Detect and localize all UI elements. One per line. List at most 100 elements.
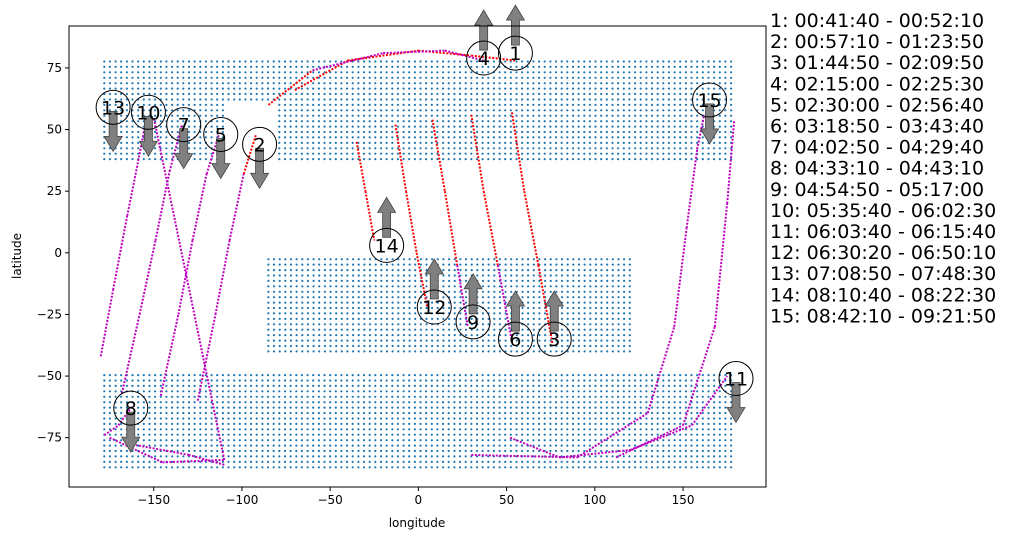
coverage-dot — [577, 411, 580, 415]
coverage-dot — [385, 76, 388, 79]
coverage-dot — [204, 65, 207, 68]
coverage-dot — [639, 103, 642, 106]
coverage-dot — [498, 130, 501, 134]
coverage-dot — [605, 109, 608, 112]
coverage-dot — [493, 279, 496, 282]
coverage-dot — [340, 147, 343, 150]
coverage-dot — [402, 285, 405, 288]
coverage-dot — [622, 130, 625, 134]
coverage-dot — [588, 152, 592, 155]
coverage-dot — [137, 103, 140, 106]
coverage-dot — [447, 428, 450, 431]
coverage-dot — [295, 312, 298, 315]
coverage-dot — [538, 460, 541, 463]
coverage-dot — [583, 317, 586, 320]
coverage-dot — [289, 136, 292, 139]
coverage-dot — [458, 141, 462, 144]
coverage-dot — [182, 60, 185, 63]
coverage-dot — [583, 285, 586, 288]
coverage-dot — [396, 411, 399, 415]
coverage-dot — [335, 344, 338, 348]
coverage-dot — [187, 120, 191, 123]
coverage-dot — [300, 82, 303, 85]
coverage-dot — [701, 158, 704, 161]
coverage-dot — [476, 323, 479, 326]
coverage-dot — [323, 136, 326, 139]
coverage-dot — [628, 279, 631, 282]
coverage-dot — [306, 152, 309, 155]
coverage-dot — [464, 109, 467, 112]
coverage-dot — [442, 344, 445, 348]
coverage-dot — [594, 71, 597, 74]
coverage-dot — [707, 460, 710, 463]
coverage-dot — [413, 417, 416, 420]
coverage-dot — [650, 428, 654, 431]
coverage-dot — [335, 350, 338, 353]
coverage-dot — [148, 422, 151, 425]
coverage-dot — [329, 258, 332, 261]
coverage-dot — [346, 76, 349, 79]
coverage-dot — [379, 455, 383, 458]
coverage-dot — [617, 296, 620, 299]
coverage-dot — [521, 274, 524, 277]
coverage-dot — [238, 384, 241, 387]
coverage-dot — [628, 395, 631, 398]
coverage-dot — [199, 411, 202, 415]
coverage-dot — [266, 406, 270, 409]
coverage-dot — [577, 449, 580, 453]
coverage-dot — [142, 152, 145, 155]
coverage-dot — [577, 98, 580, 101]
coverage-dot — [628, 92, 631, 96]
coverage-dot — [131, 401, 134, 404]
coverage-dot — [594, 449, 597, 453]
coverage-dot — [120, 82, 123, 85]
coverage-dot — [453, 87, 456, 90]
coverage-dot — [611, 317, 614, 320]
coverage-dot — [532, 120, 535, 123]
coverage-dot — [453, 417, 456, 420]
coverage-dot — [261, 433, 264, 436]
coverage-dot — [538, 439, 541, 442]
coverage-dot — [458, 76, 462, 79]
coverage-dot — [650, 136, 654, 139]
coverage-dot — [413, 147, 416, 150]
coverage-dot — [623, 306, 626, 310]
coverage-dot — [374, 439, 377, 442]
coverage-dot — [470, 125, 473, 128]
coverage-dot — [701, 92, 704, 96]
coverage-dot — [526, 439, 529, 442]
coverage-dot — [611, 71, 614, 74]
coverage-dot — [577, 285, 581, 288]
coverage-dot — [447, 125, 450, 128]
coverage-dot — [532, 65, 535, 68]
coverage-dot — [690, 406, 693, 409]
coverage-dot — [329, 439, 332, 442]
coverage-dot — [718, 417, 721, 420]
coverage-dot — [718, 109, 721, 112]
coverage-dot — [120, 384, 123, 387]
coverage-dot — [543, 109, 546, 112]
coverage-dot — [244, 65, 247, 68]
coverage-dot — [492, 417, 495, 420]
coverage-dot — [154, 60, 157, 63]
coverage-dot — [142, 98, 145, 101]
coverage-dot — [684, 130, 688, 134]
coverage-dot — [368, 130, 371, 134]
coverage-dot — [334, 406, 337, 409]
coverage-dot — [176, 439, 179, 442]
coverage-dot — [650, 125, 654, 128]
coverage-dot — [464, 82, 467, 85]
coverage-dot — [617, 306, 620, 310]
coverage-dot — [283, 120, 287, 123]
coverage-dot — [718, 60, 721, 63]
coverage-dot — [713, 152, 716, 155]
coverage-dot — [397, 263, 400, 266]
coverage-dot — [368, 350, 372, 353]
coverage-dot — [487, 350, 490, 353]
coverage-dot — [165, 411, 168, 415]
coverage-dot — [306, 279, 309, 282]
coverage-dot — [159, 466, 162, 469]
coverage-dot — [544, 334, 547, 337]
coverage-dot — [148, 433, 151, 436]
coverage-dot — [470, 92, 473, 96]
